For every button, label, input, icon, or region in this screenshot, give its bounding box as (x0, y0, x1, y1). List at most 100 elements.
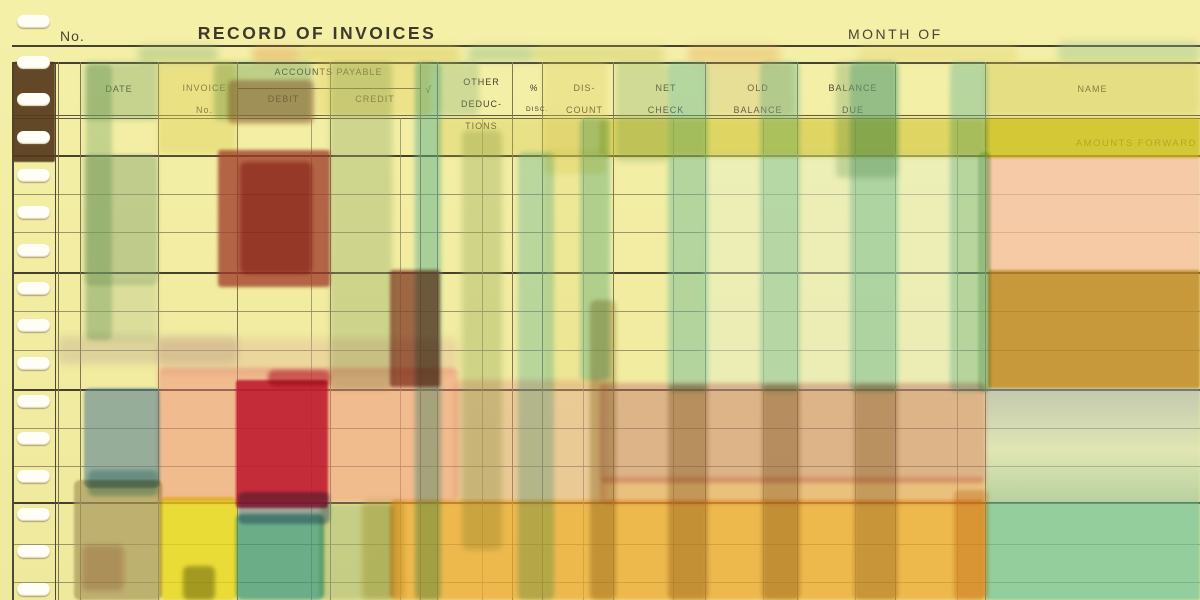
column-rule (705, 62, 706, 600)
column-rule (895, 62, 896, 600)
watercolor-band-mauve (600, 383, 986, 483)
watercolor-stroke (762, 385, 800, 600)
watercolor-block-bluegrey (238, 492, 330, 524)
column-header-net-check: NET CHECK (613, 72, 705, 127)
form-number-label: No. (60, 28, 85, 44)
pct-line2: DISC. (526, 106, 549, 113)
watercolor-block (82, 545, 124, 591)
group-rule (12, 389, 1200, 391)
column-rule (420, 62, 421, 600)
watercolor-block (183, 566, 215, 600)
column-header-accounts-payable: ACCOUNTS PAYABLE (274, 67, 383, 77)
watercolor-block-brick-red (218, 150, 330, 287)
binding-strip-right-rule (55, 62, 56, 600)
net-line1: NET (655, 83, 677, 93)
row-rule (12, 544, 1200, 545)
column-header-date: DATE (105, 84, 133, 94)
amounts-forward-label: AMOUNTS FORWARD (1075, 138, 1197, 149)
watercolor-stroke (950, 62, 988, 392)
watercolor-block (160, 497, 237, 600)
watercolor-block (84, 283, 158, 341)
group-rule (12, 502, 1200, 504)
row-rule (12, 350, 1200, 351)
punch-hole (17, 395, 50, 408)
watercolor-band (362, 500, 404, 600)
forward-row-rule (12, 155, 1200, 157)
cents-rule (482, 118, 483, 600)
cents-rule (583, 118, 584, 600)
punch-hole (17, 319, 50, 332)
other-line1: OTHER (463, 77, 500, 87)
watercolor-wash (545, 150, 609, 390)
watercolor-stroke (580, 118, 610, 380)
column-rule (237, 62, 238, 600)
row-rule (12, 466, 1200, 467)
page-title: RECORD OF INVOICES (197, 23, 437, 43)
discount-line2: COUNT (566, 105, 603, 115)
watercolor-wash (138, 46, 218, 62)
column-header-old-balance: OLD BALANCE (705, 72, 797, 127)
punch-hole (17, 357, 50, 370)
punch-hole (17, 470, 50, 483)
punch-hole (17, 93, 50, 106)
column-header-other-deductions: OTHER DEDUC- TIONS (437, 66, 512, 143)
punch-hole (17, 15, 50, 28)
column-header-invoice-no: INVOICE No. (158, 72, 237, 127)
column-rule (613, 62, 614, 600)
discount-line1: DIS- (573, 83, 596, 93)
watercolor-wash (252, 47, 300, 62)
watercolor-band (600, 477, 986, 504)
month-of-label: MONTH OF (848, 26, 943, 42)
watercolor-block (88, 470, 158, 496)
binding-strip-paint (13, 62, 55, 162)
other-line2: DEDUC- (461, 99, 502, 109)
binding-strip-left-rule (12, 62, 14, 600)
watercolor-block (268, 370, 330, 386)
watercolor-stroke (854, 385, 898, 600)
punch-hole (17, 282, 50, 295)
due-line1: BALANCE (828, 83, 878, 93)
watercolor-block (240, 162, 312, 274)
invoice-line1: INVOICE (182, 83, 227, 93)
row-rule (12, 311, 1200, 312)
watercolor-wash (300, 46, 460, 62)
watercolor-stroke (330, 62, 392, 390)
watercolor-stroke (86, 64, 112, 340)
cents-rule (855, 118, 856, 600)
column-rule (58, 62, 59, 600)
group-rule (12, 272, 1200, 274)
watercolor-wash (468, 46, 534, 62)
column-header-name: NAME (1077, 84, 1108, 94)
cents-rule (673, 118, 674, 600)
watercolor-stroke (668, 385, 708, 600)
watercolor-block (84, 155, 158, 285)
column-header-pct-disc: % DISC. (512, 73, 547, 125)
row-rule (12, 232, 1200, 233)
column-rule (80, 62, 81, 600)
column-header-checkmark: √ (425, 85, 432, 96)
punch-hole (17, 131, 50, 144)
watercolor-wash (688, 46, 780, 62)
watercolor-block-crimson (236, 380, 328, 508)
old-line2: BALANCE (733, 105, 783, 115)
cents-rule (311, 118, 312, 600)
due-line2: DUE (842, 105, 865, 115)
other-line3: TIONS (465, 121, 498, 131)
row-rule (12, 428, 1200, 429)
watercolor-band-orange (390, 500, 986, 600)
punch-hole (17, 206, 50, 219)
punch-hole (17, 583, 50, 596)
watercolor-block-maroon (390, 270, 440, 387)
invoice-line2: No. (196, 105, 214, 115)
watercolor-stroke (954, 490, 988, 600)
watercolor-band-bluegrey (986, 388, 1200, 502)
column-header-debit: DEBIT (267, 94, 300, 104)
row-rule (12, 194, 1200, 195)
punch-hole (17, 169, 50, 182)
row-rule (12, 582, 1200, 583)
column-rule (797, 62, 798, 600)
punch-hole (17, 244, 50, 257)
net-line2: CHECK (647, 105, 685, 115)
table-top-rule (12, 62, 1200, 64)
